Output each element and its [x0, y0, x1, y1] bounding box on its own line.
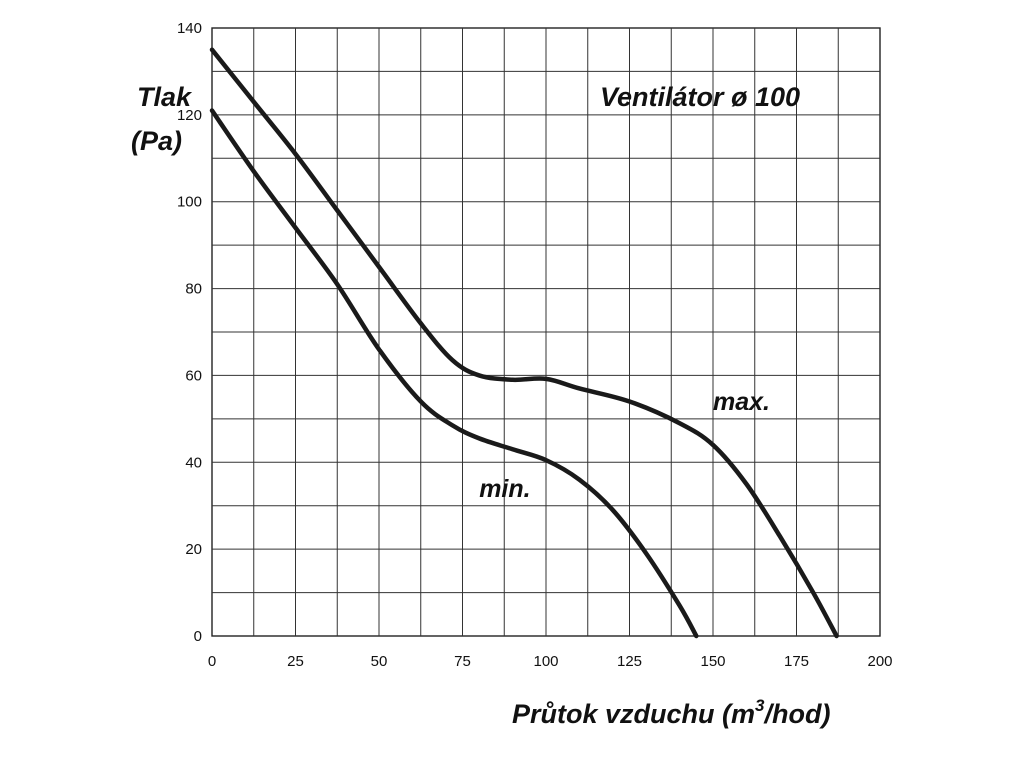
y-axis-label-line1: Tlak: [137, 82, 193, 112]
x-tick-label: 200: [867, 653, 892, 670]
y-tick-label: 60: [185, 367, 202, 384]
x-tick-label: 175: [784, 653, 809, 670]
series-label-1: min.: [479, 475, 530, 503]
series-lines: [209, 47, 839, 639]
x-tick-label: 50: [371, 653, 388, 670]
y-tick-label: 40: [185, 454, 202, 471]
x-tick-label: 125: [617, 653, 642, 670]
x-tick-label: 0: [208, 653, 216, 670]
y-tick-label: 120: [177, 107, 202, 124]
series-labels: max. min.: [479, 388, 770, 503]
y-tick-label: 80: [185, 281, 202, 298]
tick-labels: 0 25 50 75 100 125 150 175 200 0 20 40 60 80 100 120 140: [177, 20, 893, 670]
y-axis-label-line2: (Pa): [131, 126, 182, 156]
y-tick-label: 20: [185, 541, 202, 558]
y-tick-label: 140: [177, 20, 202, 37]
x-tick-label: 25: [287, 653, 304, 670]
x-tick-label: 150: [700, 653, 725, 670]
grid: [211, 27, 881, 637]
y-tick-label: 0: [194, 628, 202, 645]
series-label-0: max.: [713, 388, 770, 416]
y-tick-label: 100: [177, 194, 202, 211]
chart-title: Ventilátor ø 100: [600, 82, 800, 112]
x-axis-label: Průtok vzduchu (m3/hod): [512, 696, 830, 729]
x-axis-label-tail: /hod): [763, 699, 830, 729]
series-line-0: [209, 47, 839, 639]
x-axis-label-sup: 3: [755, 696, 765, 715]
series-line-1: [209, 108, 699, 639]
x-tick-label: 75: [454, 653, 471, 670]
x-axis-label-main: Průtok vzduchu (m: [512, 699, 755, 729]
x-tick-label: 100: [533, 653, 558, 670]
